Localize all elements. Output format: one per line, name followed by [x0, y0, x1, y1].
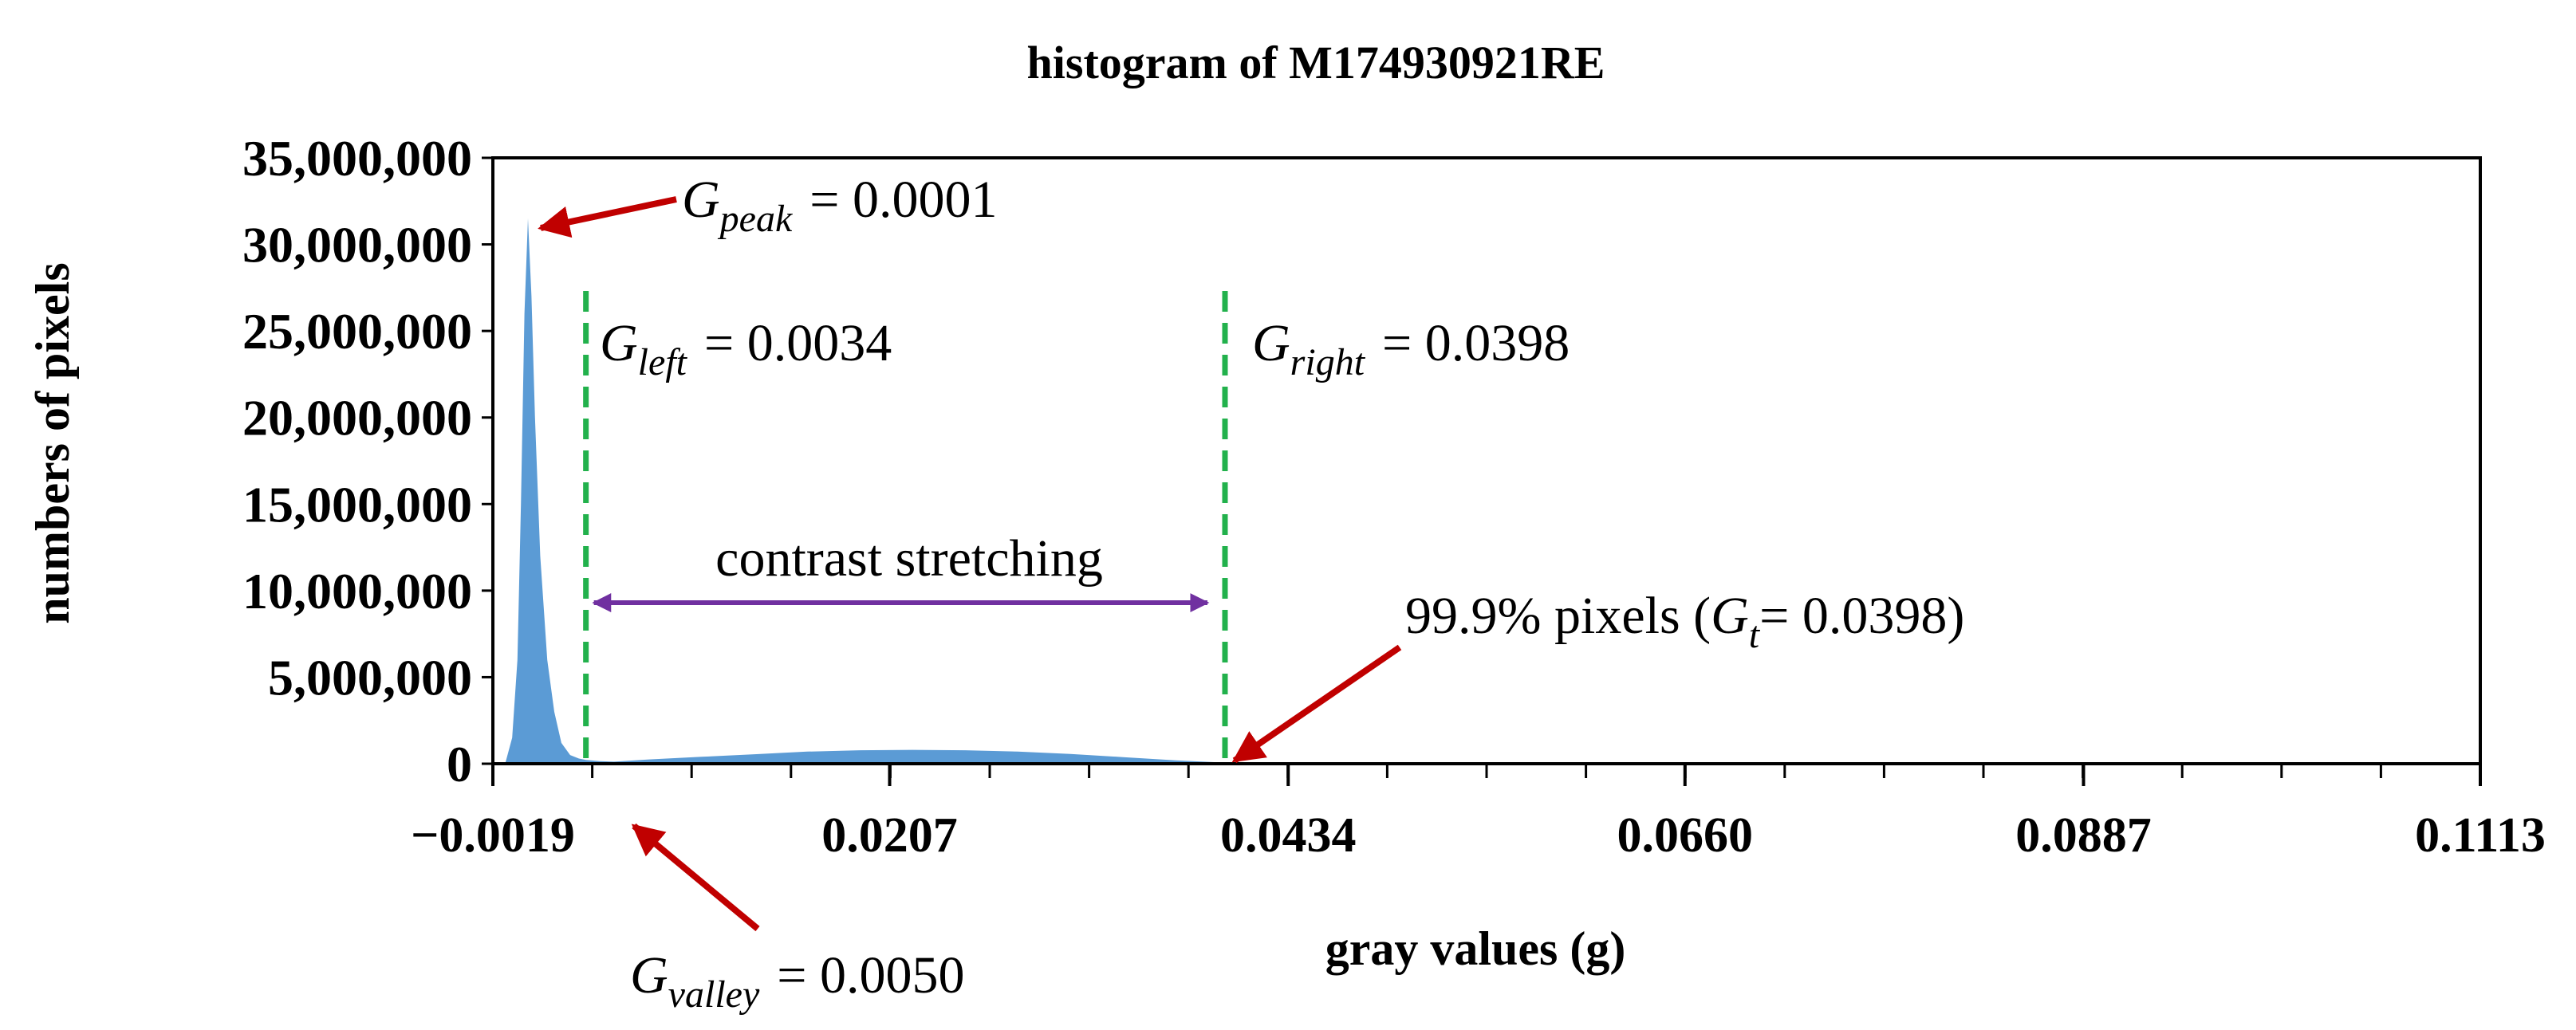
y-tick-label: 15,000,000	[242, 476, 472, 533]
g-valley-label: Gvalley = 0.0050	[630, 946, 965, 1016]
y-tick-label: 20,000,000	[242, 390, 472, 446]
chart-title: histogram of M174930921RE	[1027, 37, 1605, 88]
x-tick-label: 0.0434	[1220, 808, 1357, 863]
g-right-label: Gright = 0.0398	[1252, 314, 1570, 383]
x-tick-label: 0.0660	[1617, 808, 1754, 863]
threshold-arrow	[1231, 644, 1402, 764]
x-axis-title: gray values (g)	[1325, 922, 1626, 975]
threshold-label: 99.9% pixels (Gt= 0.0398)	[1405, 587, 1964, 656]
y-tick-label: 0	[447, 736, 472, 792]
plot-area	[491, 156, 2482, 765]
x-tick-label: −0.0019	[411, 808, 575, 863]
y-tick-label: 5,000,000	[268, 649, 472, 706]
x-axis: −0.0019 0.0207 0.0434 0.0660 0.0887 0.1113	[411, 764, 2546, 863]
g-peak-label: Gpeak = 0.0001	[682, 171, 998, 240]
plot-frame	[491, 156, 2482, 765]
contrast-stretching-label: contrast stretching	[715, 529, 1103, 588]
x-tick-label: 0.0207	[821, 808, 958, 863]
g-valley-arrow	[631, 823, 760, 932]
y-tick-label: 30,000,000	[242, 217, 472, 273]
y-axis: 0 5,000,000 10,000,000 15,000,000 20,000,000…	[242, 130, 493, 792]
g-peak-arrow	[538, 196, 677, 238]
g-left-label: Gleft = 0.0034	[600, 314, 892, 383]
y-tick-label: 10,000,000	[242, 563, 472, 619]
x-tick-label: 0.1113	[2415, 808, 2546, 863]
annotations: Gpeak = 0.0001 Gleft = 0.0034 Gright = 0.03…	[538, 171, 1964, 1016]
y-axis-title: numbers of pixels	[26, 262, 79, 623]
histogram-area-histogram	[505, 218, 1264, 764]
y-tick-label: 25,000,000	[242, 303, 472, 360]
y-tick-label: 35,000,000	[242, 130, 472, 187]
x-tick-label: 0.0887	[2015, 808, 2152, 863]
